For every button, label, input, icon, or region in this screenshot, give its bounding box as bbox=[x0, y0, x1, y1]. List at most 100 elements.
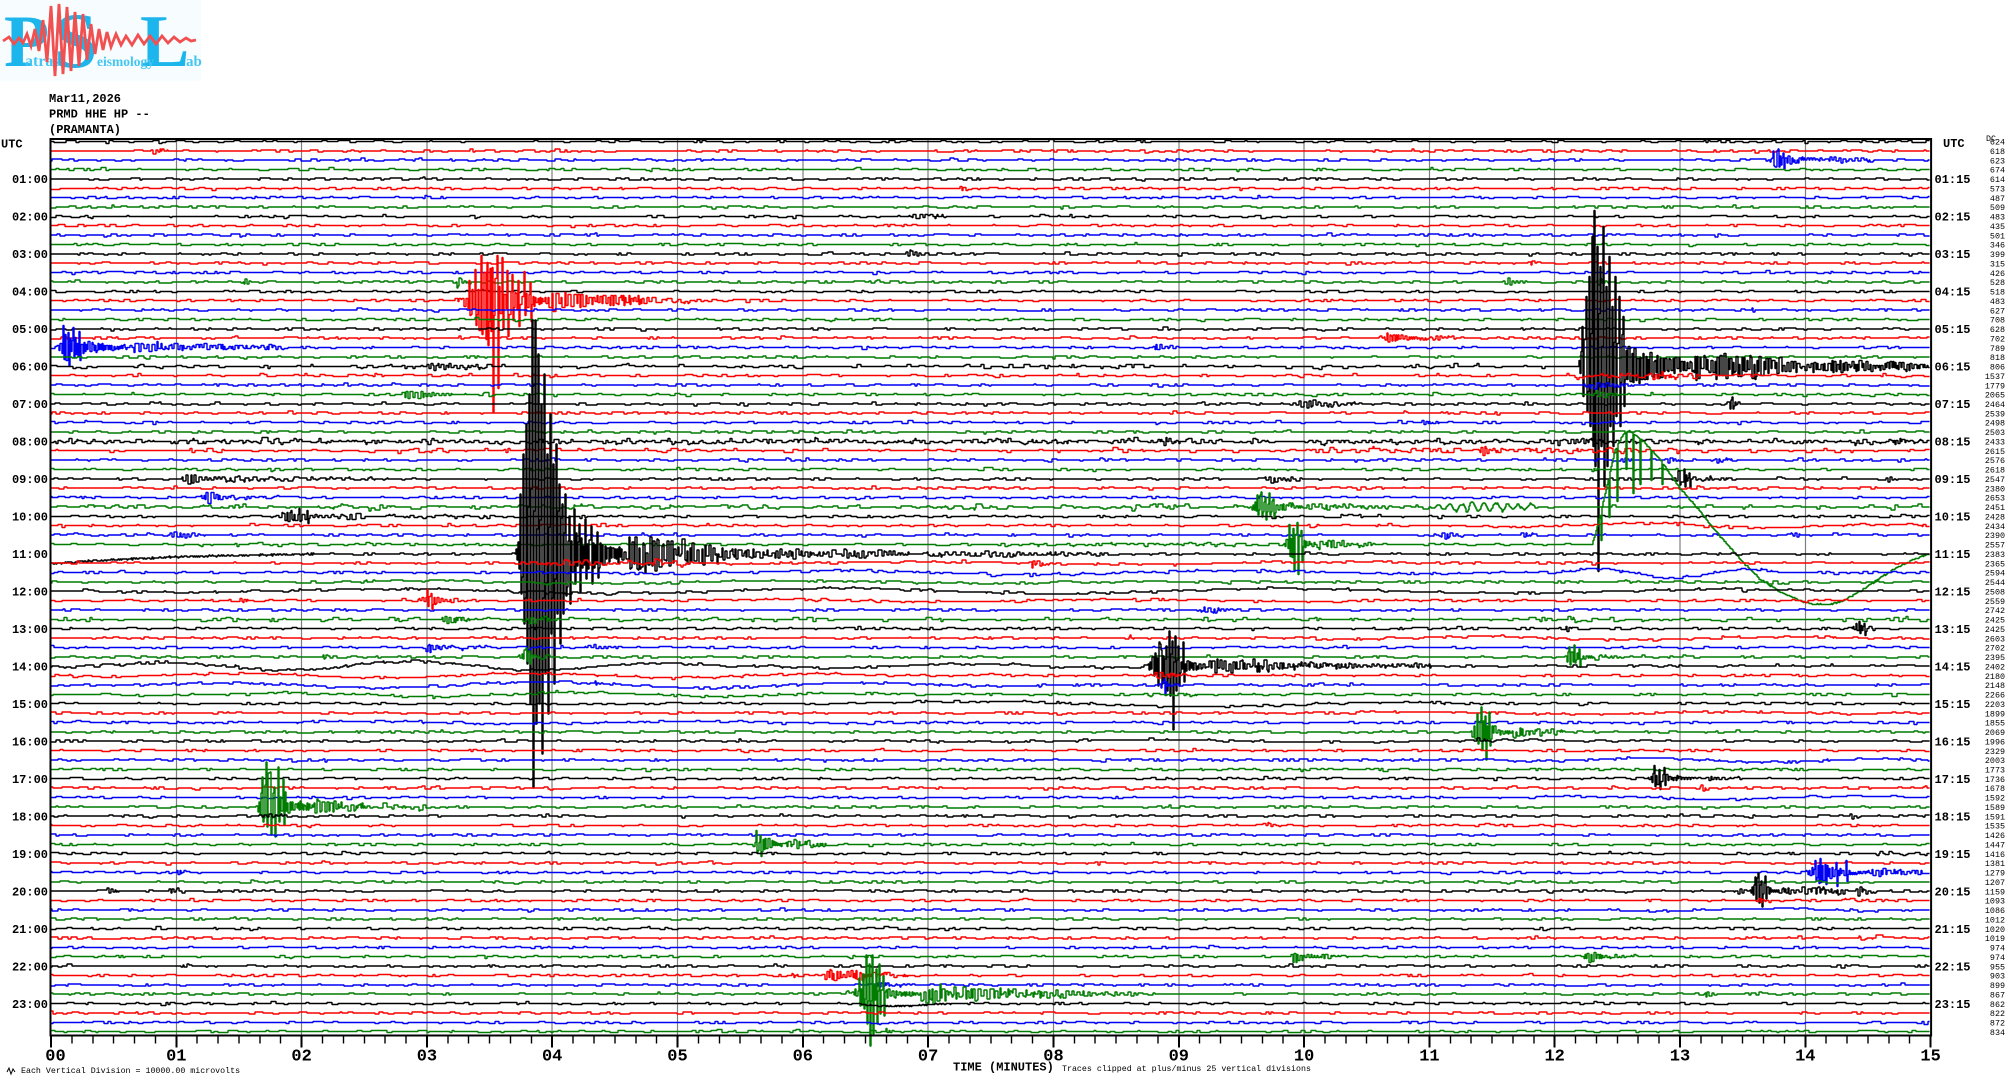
svg-text:1207: 1207 bbox=[1985, 878, 2005, 888]
svg-text:822: 822 bbox=[1990, 1009, 2005, 1019]
svg-text:501: 501 bbox=[1990, 231, 2005, 241]
svg-text:2329: 2329 bbox=[1985, 747, 2005, 757]
svg-text:02:15: 02:15 bbox=[1935, 211, 1971, 225]
svg-text:834: 834 bbox=[1990, 1028, 2005, 1038]
svg-text:Each Vertical Division = 10000: Each Vertical Division = 10000.00 microv… bbox=[21, 1066, 240, 1076]
svg-text:2451: 2451 bbox=[1985, 503, 2005, 513]
svg-text:399: 399 bbox=[1990, 250, 2005, 260]
svg-text:1093: 1093 bbox=[1985, 897, 2005, 907]
svg-text:2742: 2742 bbox=[1985, 606, 2005, 616]
svg-text:1086: 1086 bbox=[1985, 906, 2005, 916]
svg-text:509: 509 bbox=[1990, 203, 2005, 213]
svg-text:1159: 1159 bbox=[1985, 887, 2005, 897]
svg-text:10:00: 10:00 bbox=[12, 511, 48, 525]
svg-text:674: 674 bbox=[1990, 166, 2005, 176]
svg-text:19:15: 19:15 bbox=[1935, 848, 1971, 862]
svg-text:708: 708 bbox=[1990, 316, 2005, 326]
svg-text:TIME (MINUTES): TIME (MINUTES) bbox=[953, 1061, 1054, 1075]
svg-text:08: 08 bbox=[1043, 1048, 1063, 1067]
svg-text:487: 487 bbox=[1990, 194, 2005, 204]
svg-text:955: 955 bbox=[1990, 962, 2005, 972]
svg-text:2594: 2594 bbox=[1985, 569, 2005, 579]
svg-text:23:15: 23:15 bbox=[1935, 998, 1971, 1012]
svg-text:08:00: 08:00 bbox=[12, 436, 48, 450]
svg-text:618: 618 bbox=[1990, 147, 2005, 157]
svg-text:426: 426 bbox=[1990, 269, 2005, 279]
svg-text:13: 13 bbox=[1670, 1048, 1690, 1067]
svg-text:09:00: 09:00 bbox=[12, 473, 48, 487]
svg-text:483: 483 bbox=[1990, 213, 2005, 223]
svg-text:903: 903 bbox=[1990, 972, 2005, 982]
svg-text:1736: 1736 bbox=[1985, 775, 2005, 785]
svg-text:01: 01 bbox=[166, 1048, 186, 1067]
svg-text:1855: 1855 bbox=[1985, 719, 2005, 729]
svg-text:1416: 1416 bbox=[1985, 850, 2005, 860]
svg-text:2425: 2425 bbox=[1985, 616, 2005, 626]
svg-text:624: 624 bbox=[1990, 138, 2005, 148]
svg-text:09:15: 09:15 bbox=[1935, 473, 1971, 487]
svg-text:atras: atras bbox=[25, 53, 60, 70]
svg-text:2653: 2653 bbox=[1985, 494, 2005, 504]
svg-text:20:15: 20:15 bbox=[1935, 885, 1971, 899]
svg-text:2508: 2508 bbox=[1985, 587, 2005, 597]
svg-text:518: 518 bbox=[1990, 288, 2005, 298]
svg-text:1678: 1678 bbox=[1985, 784, 2005, 794]
svg-text:1447: 1447 bbox=[1985, 841, 2005, 851]
svg-text:1592: 1592 bbox=[1985, 794, 2005, 804]
svg-text:17:00: 17:00 bbox=[12, 773, 48, 787]
svg-text:PRMD HHE HP --: PRMD HHE HP -- bbox=[49, 108, 150, 122]
svg-text:04:15: 04:15 bbox=[1935, 286, 1971, 300]
svg-text:806: 806 bbox=[1990, 363, 2005, 373]
svg-text:862: 862 bbox=[1990, 1000, 2005, 1010]
svg-text:1279: 1279 bbox=[1985, 869, 2005, 879]
svg-text:02: 02 bbox=[291, 1048, 311, 1067]
svg-text:10:15: 10:15 bbox=[1935, 511, 1971, 525]
svg-text:14:15: 14:15 bbox=[1935, 661, 1971, 675]
svg-text:18:00: 18:00 bbox=[12, 811, 48, 825]
svg-text:11:00: 11:00 bbox=[12, 548, 48, 562]
svg-text:19:00: 19:00 bbox=[12, 848, 48, 862]
svg-text:2559: 2559 bbox=[1985, 597, 2005, 607]
svg-text:13:00: 13:00 bbox=[12, 623, 48, 637]
svg-text:05:00: 05:00 bbox=[12, 323, 48, 337]
svg-text:2547: 2547 bbox=[1985, 475, 2005, 485]
svg-text:2618: 2618 bbox=[1985, 466, 2005, 476]
svg-text:867: 867 bbox=[1990, 990, 2005, 1000]
svg-text:03:00: 03:00 bbox=[12, 248, 48, 262]
svg-text:14:00: 14:00 bbox=[12, 661, 48, 675]
svg-text:2180: 2180 bbox=[1985, 672, 2005, 682]
svg-text:05: 05 bbox=[667, 1048, 687, 1067]
svg-text:ab: ab bbox=[186, 54, 202, 70]
svg-text:2003: 2003 bbox=[1985, 756, 2005, 766]
svg-text:15:00: 15:00 bbox=[12, 698, 48, 712]
svg-text:(PRAMANTA): (PRAMANTA) bbox=[49, 123, 121, 137]
svg-text:DC: DC bbox=[1986, 134, 1996, 144]
svg-text:2390: 2390 bbox=[1985, 531, 2005, 541]
svg-text:15: 15 bbox=[1920, 1048, 1940, 1067]
svg-text:15:15: 15:15 bbox=[1935, 698, 1971, 712]
svg-text:2702: 2702 bbox=[1985, 644, 2005, 654]
svg-text:2380: 2380 bbox=[1985, 484, 2005, 494]
svg-text:573: 573 bbox=[1990, 185, 2005, 195]
svg-text:12: 12 bbox=[1544, 1048, 1564, 1067]
svg-text:06: 06 bbox=[793, 1048, 813, 1067]
svg-text:13:15: 13:15 bbox=[1935, 623, 1971, 637]
svg-text:2544: 2544 bbox=[1985, 578, 2005, 588]
svg-text:2603: 2603 bbox=[1985, 634, 2005, 644]
svg-text:1773: 1773 bbox=[1985, 766, 2005, 776]
svg-text:1996: 1996 bbox=[1985, 737, 2005, 747]
svg-text:2433: 2433 bbox=[1985, 438, 2005, 448]
svg-text:2464: 2464 bbox=[1985, 400, 2005, 410]
svg-text:07:15: 07:15 bbox=[1935, 398, 1971, 412]
svg-text:2069: 2069 bbox=[1985, 728, 2005, 738]
svg-text:1591: 1591 bbox=[1985, 812, 2005, 822]
svg-text:2148: 2148 bbox=[1985, 681, 2005, 691]
svg-text:974: 974 bbox=[1990, 944, 2005, 954]
svg-text:2365: 2365 bbox=[1985, 559, 2005, 569]
svg-text:2503: 2503 bbox=[1985, 428, 2005, 438]
svg-text:974: 974 bbox=[1990, 953, 2005, 963]
svg-text:528: 528 bbox=[1990, 278, 2005, 288]
svg-text:02:00: 02:00 bbox=[12, 211, 48, 225]
svg-text:818: 818 bbox=[1990, 353, 2005, 363]
svg-text:00: 00 bbox=[45, 1048, 65, 1067]
